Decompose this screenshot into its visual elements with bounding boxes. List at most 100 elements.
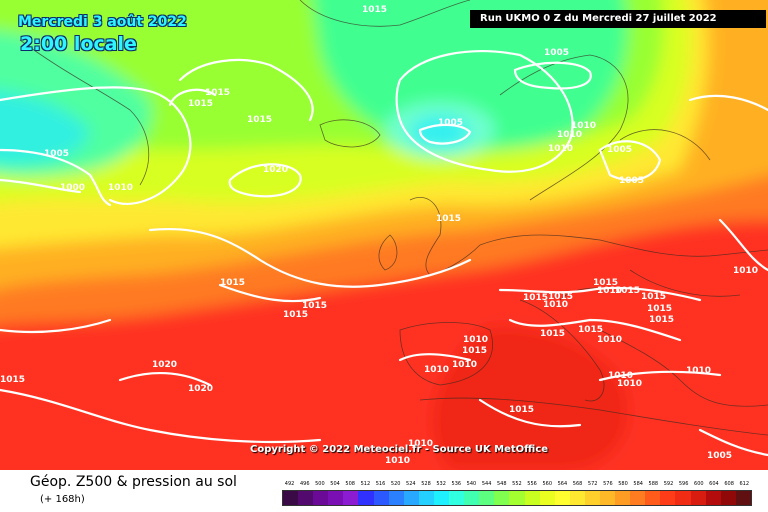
scale-color-cell [449,491,465,505]
isobar-label: 1010 [686,366,711,376]
isobar-label: 1015 [302,301,327,311]
scale-color-cell [388,491,404,505]
isobar-label: 1010 [408,439,433,449]
scale-color-cell [433,491,450,505]
isobar-label: 1005 [44,149,69,159]
isobar-label: 1015 [540,329,565,339]
run-info: Run UKMO 0 Z du Mercredi 27 juillet 2022 [470,10,766,28]
isobar-label: 1020 [188,384,213,394]
scale-tick-label: 492 [284,481,295,487]
isobar-label: 1015 [220,278,245,288]
isobar-label: 1010 [597,335,622,345]
color-scale: 492 496 500 504 508 512 516 520 524 528 532 536 540 5… [282,478,752,508]
isobar-label: 1005 [619,176,644,186]
scale-color-cell [720,491,736,505]
isobar-label: 1015 [647,304,672,314]
isobar-label: 1005 [607,145,632,155]
scale-color-cell [328,491,344,505]
scale-tick-label: 544 [481,481,492,487]
scale-color-cell [313,491,329,505]
isobar-label: 1015 [436,214,461,224]
isobar-label: 1010 [463,335,488,345]
scale-tick-label: 572 [587,481,598,487]
scale-tick-label: 564 [557,481,568,487]
scale-color-cell [675,491,691,505]
scale-color-cell [283,491,299,505]
weather-map: 1015 1005 1015 1015 1015 1005 1000 1010 … [0,0,768,470]
isobar-label: 1020 [152,360,177,370]
scale-tick-label: 592 [663,481,674,487]
isobar-label: 1015 [188,99,213,109]
scale-color-cell [509,491,525,505]
scale-tick-label: 508 [345,481,355,487]
scale-color-cell [539,491,555,505]
scale-tick-label: 500 [315,481,325,487]
isobar-label: 1015 [509,405,534,415]
isobar-label: 1015 [247,115,272,125]
isobar-label: 1005 [707,451,732,461]
scale-color-cell [494,491,510,505]
isobar-label: 1010 [608,371,633,381]
color-scale-cells [282,490,752,506]
scale-color-cell [630,491,646,505]
isobar-label: 1010 [424,365,449,375]
isobar-label: 1010 [617,379,642,389]
isobar-label: 1015 [523,293,548,303]
copyright-notice: Copyright © 2022 Meteociel.fr - Source U… [250,444,549,455]
scale-color-cell [705,491,721,505]
scale-tick-label: 604 [709,481,719,487]
isobar-label: 1010 [108,183,133,193]
isobar-label: 1005 [544,48,569,58]
scale-tick-label: 576 [603,481,613,487]
scale-tick-label: 548 [496,481,507,487]
isobar-label: 1015 [578,325,603,335]
isobar-label: 1015 [205,88,230,98]
scale-tick-label: 584 [633,481,643,487]
scale-tick-label: 580 [618,481,628,487]
scale-color-cell [599,491,616,505]
isobar-label: 1010 [452,360,477,370]
isobar-label: 1010 [571,121,596,131]
scale-color-cell [690,491,706,505]
color-scale-ticks: 492 496 500 504 508 512 516 520 524 528 532 536 540 5… [282,478,752,490]
isobar-label: 1020 [263,165,288,175]
scale-color-cell [524,491,540,505]
scale-color-cell [554,491,570,505]
scale-tick-label: 556 [527,481,537,487]
isobar-label: 1015 [362,5,387,15]
scale-tick-label: 532 [436,481,446,487]
scale-tick-label: 596 [678,481,689,487]
forecast-step-label: (+ 168h) [40,494,85,505]
scale-color-cell [660,491,676,505]
forecast-date: Mercredi 3 août 2022 [18,14,187,30]
scale-tick-label: 588 [648,481,659,487]
isobar-label: 1015 [462,346,487,356]
scale-color-cell [403,491,419,505]
scale-color-cell [373,491,389,505]
isobar-label: 1010 [543,300,568,310]
isobar-label: 1010 [597,286,622,296]
scale-color-cell [584,491,600,505]
land-outlines [19,0,768,436]
isobar-label: 1010 [385,456,410,466]
scale-color-cell [343,491,359,505]
scale-tick-label: 524 [406,481,416,487]
isobar-label: 1005 [438,118,463,128]
scale-color-cell [569,491,585,505]
isobar-label: 1015 [641,292,666,302]
isobar-label: 1010 [557,130,582,140]
scale-tick-label: 504 [330,481,340,487]
scale-tick-label: 568 [572,481,583,487]
scale-tick-label: 540 [466,481,477,487]
isobar-label: 1010 [733,266,758,276]
map-texts: 1015 1005 1015 1015 1015 1005 1000 1010 … [0,5,758,466]
forecast-time: 2:00 locale [20,33,137,55]
scale-color-cell [464,491,480,505]
isobar-label: 1010 [548,144,573,154]
product-label: Géop. Z500 & pression au sol [30,474,237,490]
scale-color-cell [358,491,374,505]
scale-tick-label: 608 [724,481,734,487]
scale-color-cell [645,491,661,505]
scale-color-cell [418,491,434,505]
scale-tick-label: 612 [739,481,750,487]
